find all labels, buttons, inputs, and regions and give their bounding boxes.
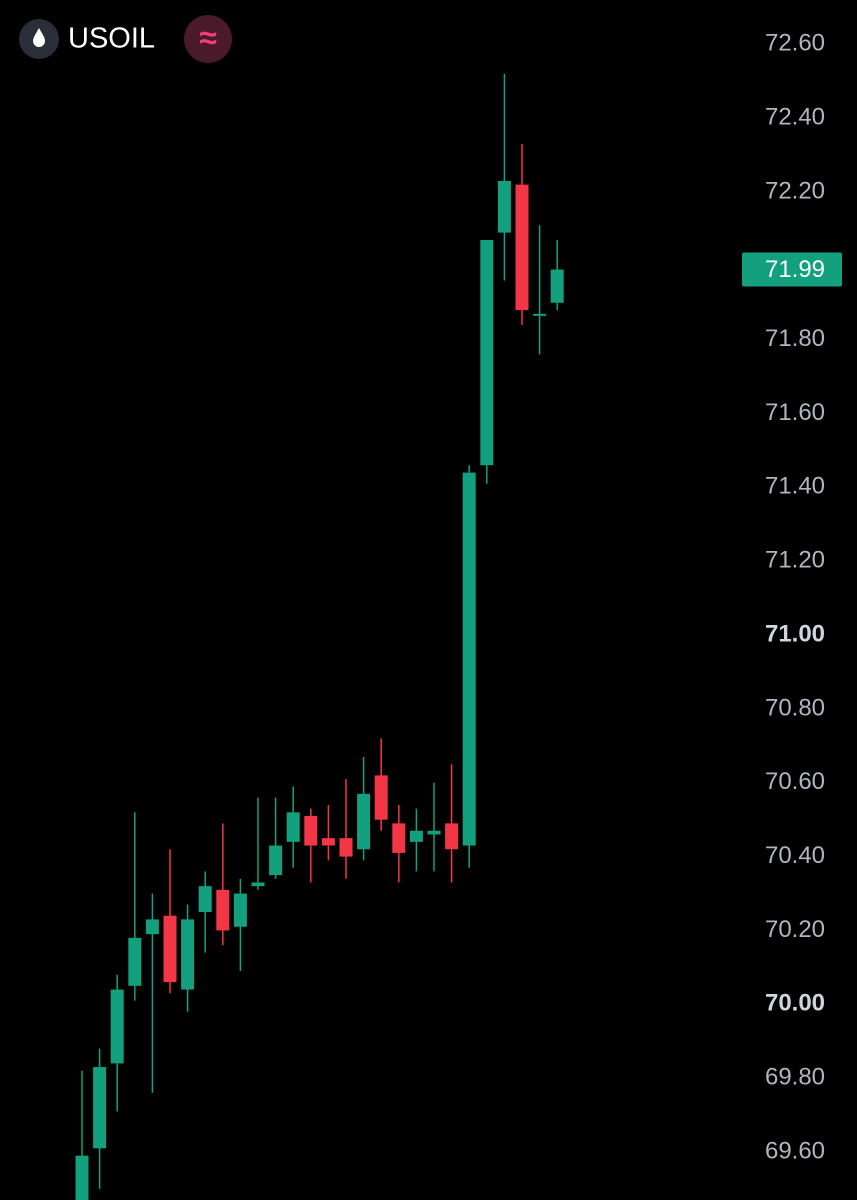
candle-body (304, 816, 318, 846)
y-tick-label: 72.60 (765, 30, 825, 57)
candle-body (251, 882, 265, 887)
y-tick-label: 71.40 (765, 473, 825, 500)
y-tick-label: 72.40 (765, 103, 825, 130)
candle-body (427, 830, 441, 835)
price-tag (742, 252, 842, 287)
candle-body (128, 937, 142, 986)
y-tick-label: 70.20 (765, 916, 825, 943)
candle-body (93, 1067, 107, 1149)
candle-body (497, 180, 511, 233)
candle-body (233, 893, 247, 927)
candle-body (357, 793, 371, 850)
candle-body (269, 845, 283, 876)
candle-body (462, 472, 476, 846)
candle-body (409, 830, 423, 842)
y-tick-label: 71.00 (765, 620, 825, 647)
candle-body (181, 919, 195, 990)
candle-body (198, 886, 212, 912)
candle-body (321, 838, 335, 846)
candle-body (110, 989, 124, 1064)
y-tick-label: 71.20 (765, 547, 825, 574)
svg-text:≈: ≈ (199, 19, 217, 55)
y-tick-label: 69.80 (765, 1063, 825, 1090)
price-tag-label: 71.99 (765, 256, 825, 283)
candle-body (445, 823, 459, 850)
y-tick-label: 70.60 (765, 768, 825, 795)
y-tick-label: 70.00 (765, 990, 825, 1017)
source-icon: ≈ (184, 15, 232, 63)
candle-body (75, 1155, 89, 1200)
y-tick-label: 70.80 (765, 694, 825, 721)
candle-body (550, 269, 564, 303)
candle-body (392, 823, 406, 853)
y-tick-label: 70.40 (765, 842, 825, 869)
y-tick-label: 71.80 (765, 325, 825, 352)
candle-body (216, 889, 230, 931)
candle-body (339, 838, 353, 857)
y-tick-label: 69.60 (765, 1137, 825, 1164)
candle-body (533, 313, 547, 316)
symbol-icon (19, 19, 59, 59)
candle-body (163, 915, 177, 983)
candle-body (286, 812, 300, 842)
symbol-title: USOIL (68, 23, 155, 55)
y-tick-label: 72.20 (765, 177, 825, 204)
y-tick-label: 71.60 (765, 399, 825, 426)
candle-body (515, 184, 529, 311)
candle-body (374, 775, 388, 820)
candle-body (145, 919, 159, 935)
candle-body (480, 240, 494, 466)
